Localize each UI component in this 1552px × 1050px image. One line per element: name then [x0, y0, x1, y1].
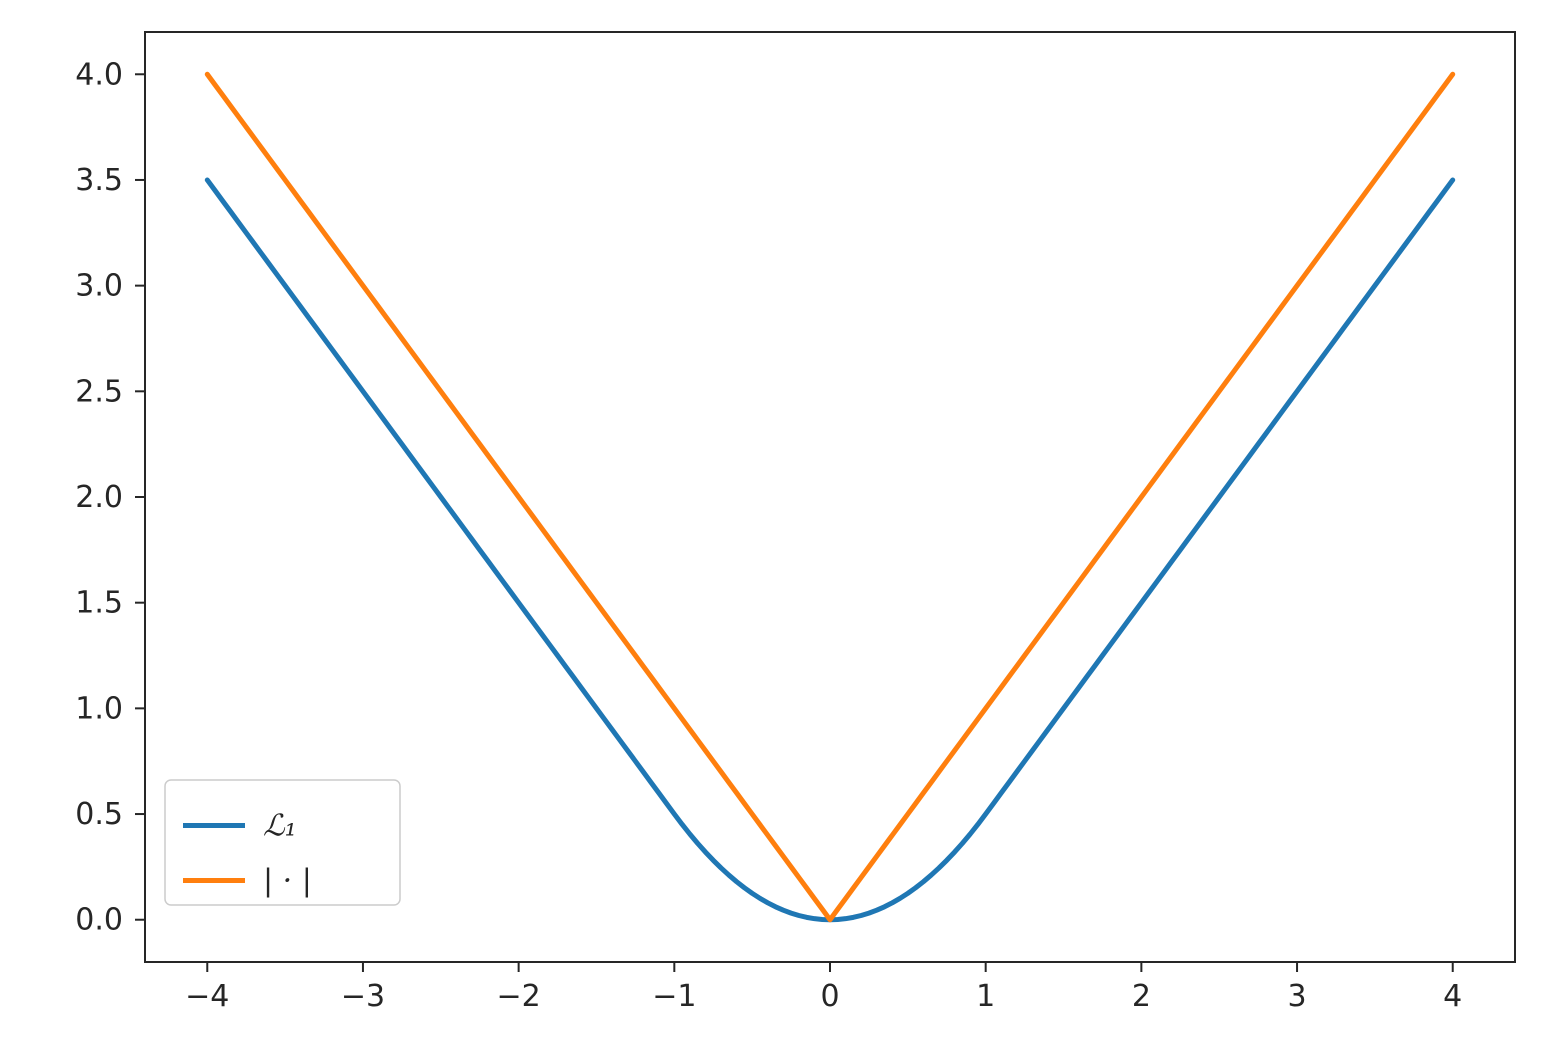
- x-tick-label: 0: [820, 979, 839, 1014]
- y-tick-label: 0.0: [75, 903, 123, 938]
- x-tick-label: 4: [1443, 979, 1462, 1014]
- y-tick-label: 1.5: [75, 586, 123, 621]
- legend: ℒ₁ | · |: [165, 780, 400, 905]
- x-tick-label: −2: [497, 979, 541, 1014]
- x-tick-label: 3: [1287, 979, 1306, 1014]
- line-chart: −4 −3 −2 −1 0 1 2 3 4 0.0 0.5 1.0 1.5 2.0 2.5 3.0 3.5 4.0…: [0, 0, 1552, 1050]
- y-tick-label: 0.5: [75, 797, 123, 832]
- x-tick-label: 2: [1132, 979, 1151, 1014]
- x-tick-label: −1: [652, 979, 696, 1014]
- y-tick-label: 4.0: [75, 57, 123, 92]
- x-tick-label: −4: [185, 979, 229, 1014]
- y-tick-label: 3.5: [75, 163, 123, 198]
- y-tick-label: 2.0: [75, 480, 123, 515]
- y-tick-label: 1.0: [75, 691, 123, 726]
- x-tick-label: −3: [341, 979, 385, 1014]
- legend-label-abs: | · |: [263, 864, 312, 899]
- x-tick-label: 1: [976, 979, 995, 1014]
- y-tick-label: 2.5: [75, 374, 123, 409]
- legend-label-L1: ℒ₁: [263, 809, 297, 844]
- y-tick-label: 3.0: [75, 269, 123, 304]
- chart-container: −4 −3 −2 −1 0 1 2 3 4 0.0 0.5 1.0 1.5 2.0 2.5 3.0 3.5 4.0…: [0, 0, 1552, 1050]
